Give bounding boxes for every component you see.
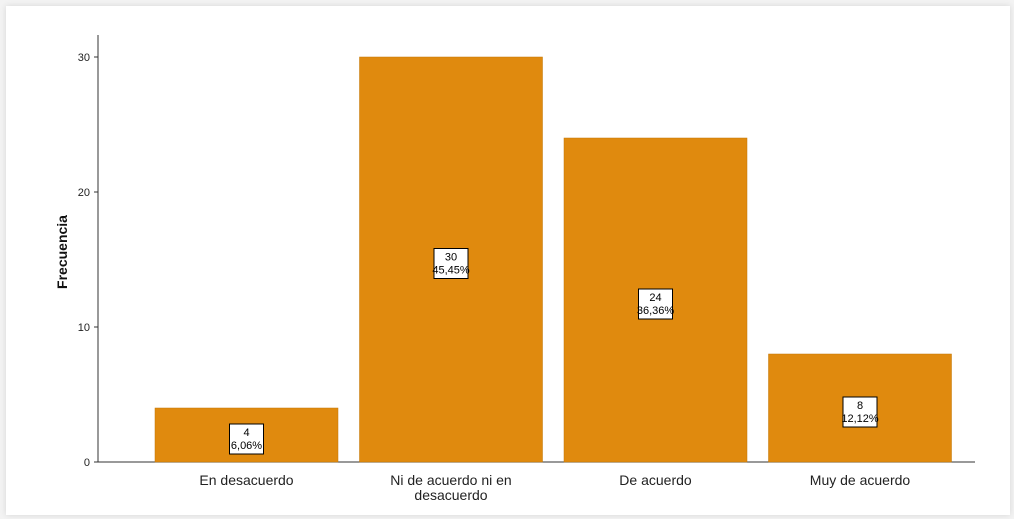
data-label-count: 24 — [649, 292, 661, 304]
x-tick-label: desacuerdo — [414, 487, 487, 503]
y-tick-label: 30 — [78, 52, 90, 64]
data-label-count: 8 — [857, 400, 863, 412]
category-labels: En desacuerdo Ni de acuerdo ni endesacuer… — [199, 472, 910, 503]
x-tick-label: En desacuerdo — [199, 472, 293, 488]
x-tick-label: Ni de acuerdo ni en — [390, 472, 511, 488]
data-label-percent: 12,12% — [841, 413, 879, 425]
x-tick-label: De acuerdo — [619, 472, 692, 488]
y-axis-title: Frecuencia — [54, 215, 70, 289]
data-label: 812,12% — [841, 396, 879, 428]
data-label-count: 30 — [445, 252, 457, 264]
x-tick-label: Muy de acuerdo — [810, 472, 911, 488]
y-tick-label: 0 — [84, 457, 90, 469]
bars — [154, 56, 952, 463]
data-label-percent: 45,45% — [432, 265, 470, 277]
data-label-box — [229, 423, 264, 455]
data-label-percent: 6,06% — [231, 440, 262, 452]
data-label: 46,06% — [229, 423, 264, 455]
data-label-count: 4 — [243, 427, 249, 439]
data-label-box — [638, 288, 673, 320]
data-label-box — [842, 396, 878, 428]
data-label-box — [433, 248, 469, 279]
y-tick-label: 20 — [78, 187, 90, 199]
y-tick-label: 10 — [78, 322, 90, 334]
data-label-percent: 36,36% — [637, 305, 675, 317]
